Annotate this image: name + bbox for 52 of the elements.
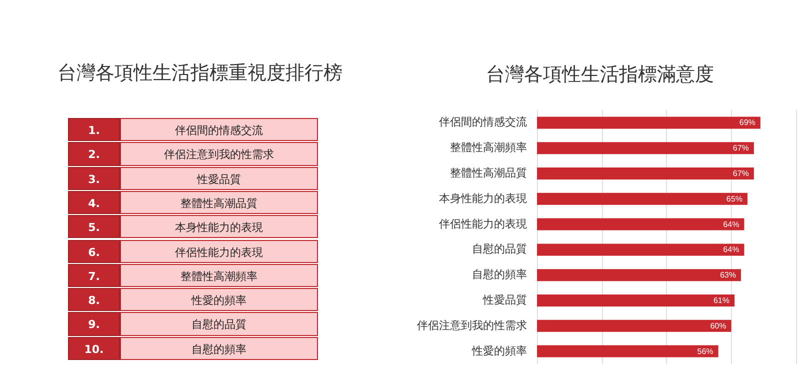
category-label: 自慰的頻率 (120, 336, 318, 360)
y-tick-label: 伴侶間的情感交流 (439, 116, 527, 129)
data-label: 4. (68, 190, 120, 214)
y-tick-label: 伴侶性能力的表現 (439, 217, 527, 230)
data-label: 67% (732, 169, 749, 178)
category-label: 伴侶注意到我的性需求 (120, 142, 318, 166)
bar (537, 345, 718, 358)
data-label: 63% (720, 270, 736, 280)
data-label: 60% (710, 321, 726, 330)
data-label: 5. (68, 215, 120, 238)
data-label: 61% (713, 296, 730, 305)
category-label: 性愛品質 (120, 166, 318, 190)
data-label: 2. (68, 142, 120, 166)
y-tick-label: 伴侶注意到我的性需求 (417, 318, 527, 332)
category-label: 性愛的頻率 (120, 288, 318, 312)
y-tick-label: 自慰的品質 (472, 242, 527, 256)
category-label: 伴侶性能力的表現 (120, 240, 318, 263)
data-label: 69% (739, 118, 756, 128)
bar (537, 269, 741, 282)
data-label: 1. (68, 118, 120, 142)
data-label: 67% (732, 144, 749, 153)
bar (537, 294, 734, 306)
data-label: 3. (68, 166, 120, 190)
bar (537, 168, 754, 180)
category-label: 伴侶間的情感交流 (120, 118, 318, 142)
category-label: 自慰的品質 (120, 312, 318, 336)
data-label: 56% (697, 346, 714, 356)
y-tick-label: 整體性高潮頻率 (450, 141, 527, 154)
data-label: 64% (723, 245, 740, 254)
y-tick-label: 本身性能力的表現 (439, 192, 527, 205)
data-label: 7. (68, 264, 120, 288)
y-tick-label: 自慰的頻率 (472, 268, 527, 282)
category-label: 整體性高潮品質 (120, 190, 318, 214)
text: 台灣各項性生活指標重視度排行榜 (56, 61, 344, 86)
chart-title: 台灣各項性生活指標滿意度 (486, 64, 714, 86)
y-tick-label: 性愛品質 (482, 294, 527, 306)
category-label: 整體性高潮頻率 (120, 264, 318, 288)
bar (537, 142, 754, 154)
data-label: 64% (723, 220, 740, 229)
data-label: 6. (68, 240, 120, 263)
bar (537, 218, 744, 230)
data-label: 8. (68, 288, 120, 312)
y-tick-label: 性愛的頻率 (471, 344, 527, 358)
category-label: 本身性能力的表現 (120, 215, 318, 238)
bar (537, 320, 732, 332)
data-label: 65% (726, 194, 742, 204)
data-label: 10. (68, 336, 120, 360)
data-label: 9. (68, 312, 120, 336)
y-tick-label: 整體性高潮品質 (450, 166, 527, 180)
bar (537, 116, 760, 129)
bar (537, 192, 748, 205)
bar (537, 244, 744, 256)
